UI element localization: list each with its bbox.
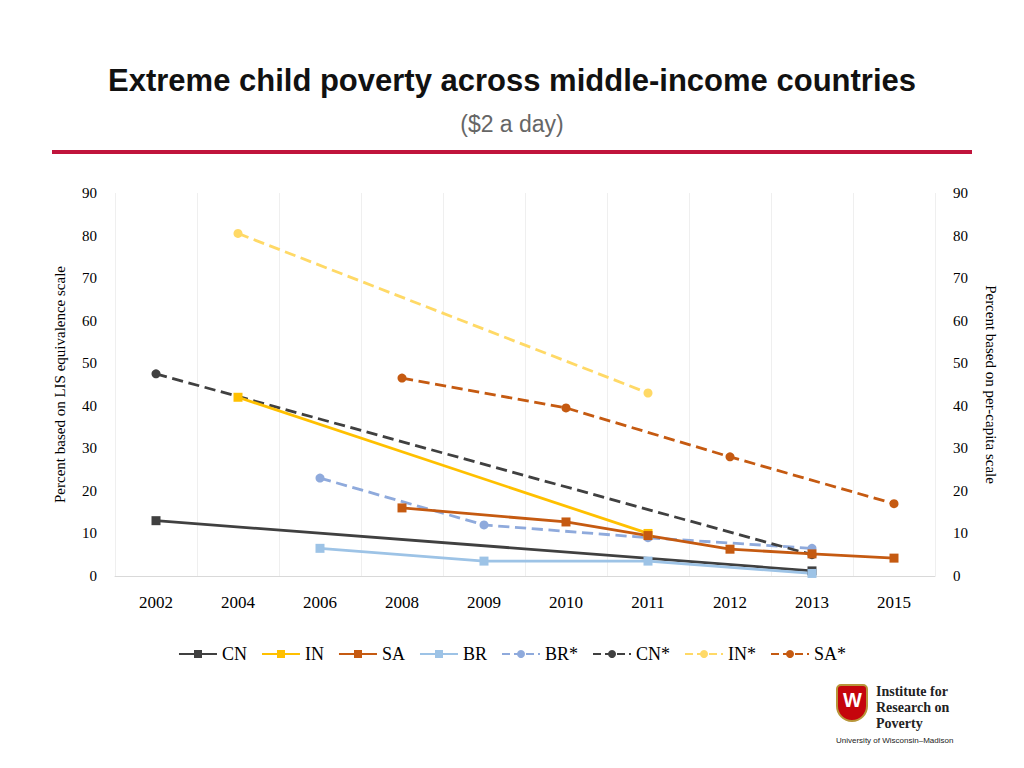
- svg-text:SA*: SA*: [814, 644, 846, 664]
- svg-text:80: 80: [82, 228, 97, 244]
- svg-text:2002: 2002: [139, 593, 173, 612]
- svg-text:90: 90: [953, 185, 968, 201]
- svg-text:BR: BR: [463, 644, 487, 664]
- svg-text:CN*: CN*: [636, 644, 670, 664]
- svg-text:Poverty: Poverty: [876, 716, 923, 731]
- svg-text:SA: SA: [382, 644, 405, 664]
- svg-text:IN: IN: [305, 644, 324, 664]
- svg-text:50: 50: [82, 355, 97, 371]
- svg-text:2006: 2006: [303, 593, 337, 612]
- svg-text:20: 20: [953, 483, 968, 499]
- svg-text:90: 90: [82, 185, 97, 201]
- svg-text:2011: 2011: [631, 593, 664, 612]
- svg-text:70: 70: [953, 270, 968, 286]
- svg-text:2015: 2015: [877, 593, 911, 612]
- svg-text:2012: 2012: [713, 593, 747, 612]
- svg-text:20: 20: [82, 483, 97, 499]
- svg-text:BR*: BR*: [545, 644, 578, 664]
- svg-text:Extreme child poverty across m: Extreme child poverty across middle-inco…: [108, 63, 916, 98]
- svg-text:2013: 2013: [795, 593, 829, 612]
- svg-text:60: 60: [953, 313, 968, 329]
- svg-text:10: 10: [953, 525, 968, 541]
- svg-text:Percent based on LIS equivalen: Percent based on LIS equivalence scale: [52, 266, 68, 503]
- svg-text:0: 0: [953, 568, 961, 584]
- svg-text:2009: 2009: [467, 593, 501, 612]
- svg-text:10: 10: [82, 525, 97, 541]
- svg-text:IN*: IN*: [728, 644, 756, 664]
- svg-text:50: 50: [953, 355, 968, 371]
- svg-text:CN: CN: [222, 644, 247, 664]
- svg-text:2010: 2010: [549, 593, 583, 612]
- svg-text:30: 30: [953, 440, 968, 456]
- svg-text:80: 80: [953, 228, 968, 244]
- svg-text:University of Wisconsin–Madiso: University of Wisconsin–Madison: [836, 736, 953, 745]
- svg-text:70: 70: [82, 270, 97, 286]
- svg-text:40: 40: [953, 398, 968, 414]
- svg-text:Institute for: Institute for: [876, 684, 948, 699]
- svg-text:Research on: Research on: [876, 700, 949, 715]
- svg-text:2004: 2004: [221, 593, 256, 612]
- svg-text:W: W: [843, 689, 862, 711]
- svg-text:0: 0: [90, 568, 98, 584]
- svg-text:30: 30: [82, 440, 97, 456]
- svg-text:2008: 2008: [385, 593, 419, 612]
- svg-text:($2 a day): ($2 a day): [460, 111, 564, 137]
- svg-text:Percent based on per-capita sc: Percent based on per-capita scale: [983, 285, 999, 484]
- svg-text:60: 60: [82, 313, 97, 329]
- svg-text:40: 40: [82, 398, 97, 414]
